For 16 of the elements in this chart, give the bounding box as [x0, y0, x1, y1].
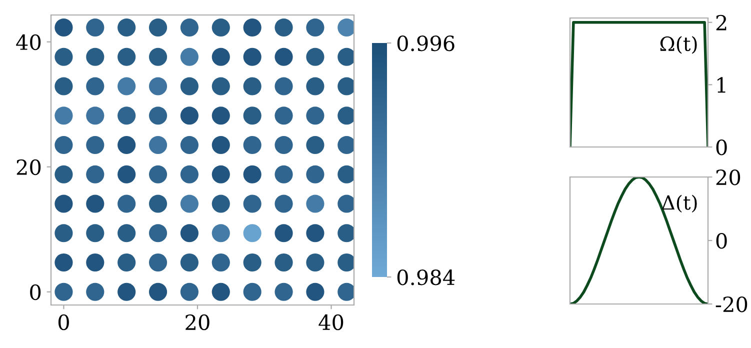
annotation: Δ(t): [662, 194, 697, 213]
x-tick-label: 40: [318, 314, 344, 330]
y-tick-label: 20: [16, 159, 41, 176]
color-bar-label: 0.996: [397, 35, 454, 52]
y-tick-label: -20: [716, 296, 748, 312]
annotation: Ω(t): [660, 36, 697, 54]
y-tick-label: 40: [16, 34, 41, 50]
y-tick-label: 2: [716, 14, 726, 30]
color-bar-label: 0.984: [397, 269, 455, 286]
y-tick-label: 0: [716, 139, 727, 156]
y-tick-label: 0: [716, 232, 727, 249]
y-tick-label: 1: [717, 77, 726, 93]
x-tick-label: 20: [186, 314, 210, 330]
y-tick-label: 0: [30, 284, 41, 300]
y-tick-label: 20: [716, 169, 740, 186]
x-tick-label: 0: [58, 314, 69, 330]
